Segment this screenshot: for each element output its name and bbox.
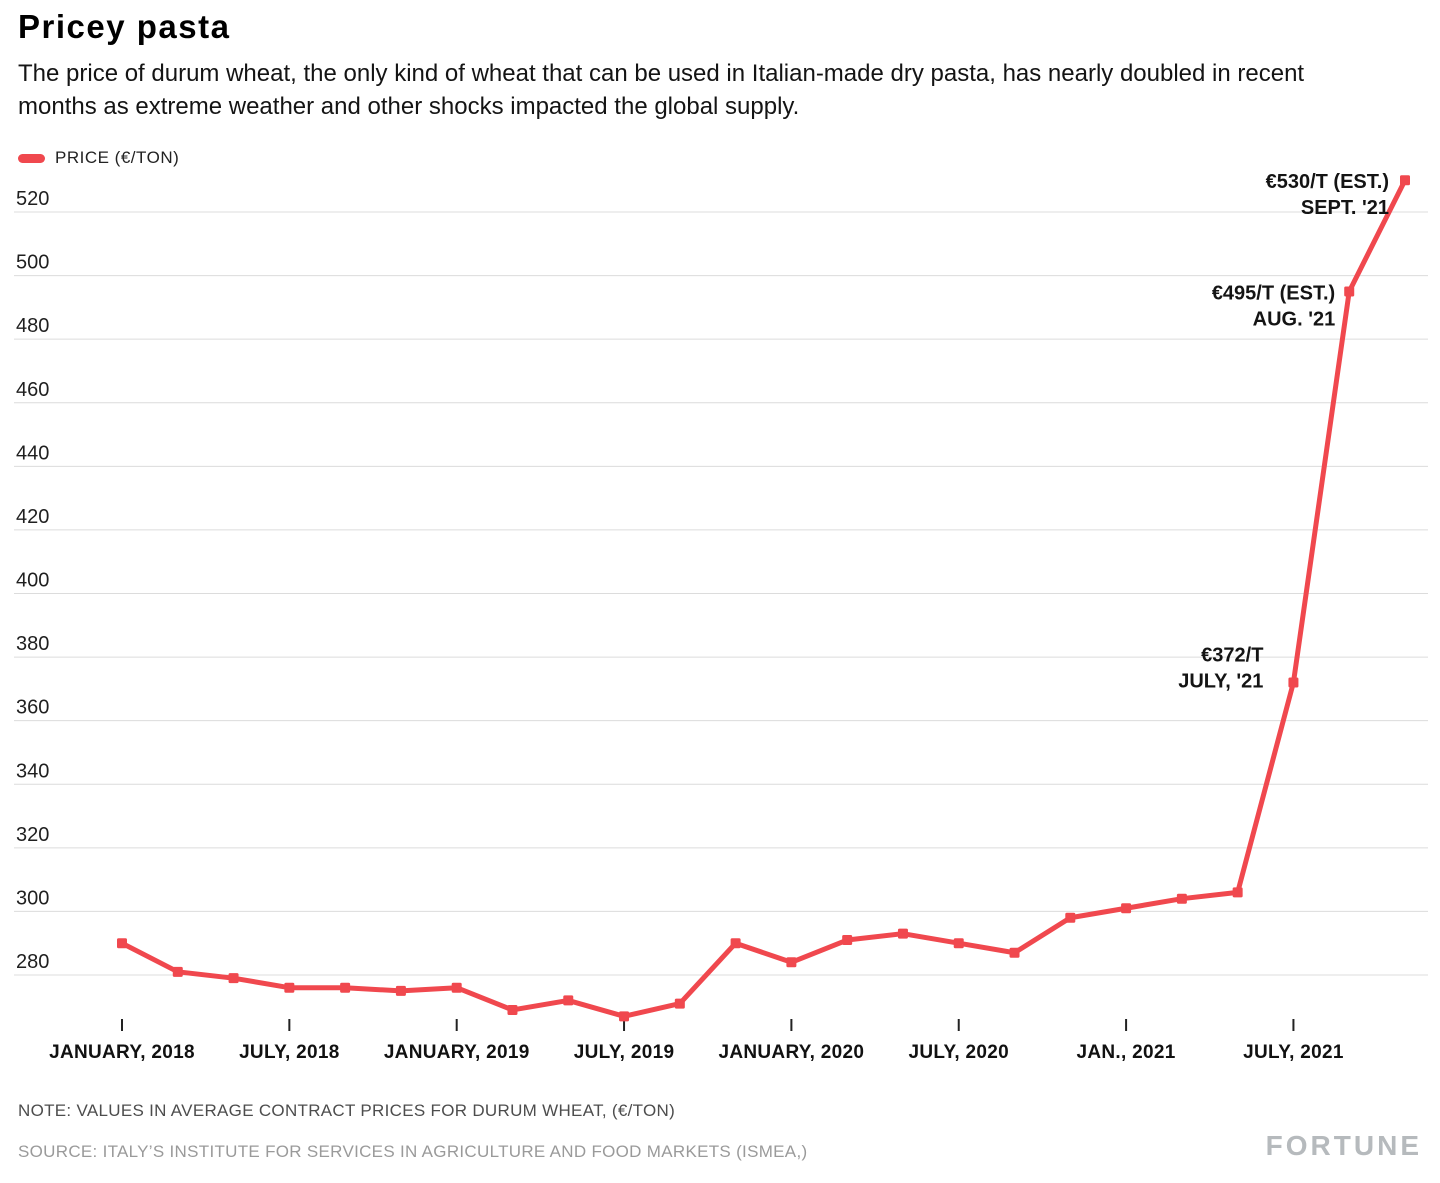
data-point-marker	[1065, 912, 1076, 923]
y-axis-label: 400	[16, 570, 49, 592]
y-axis-label: 520	[16, 188, 49, 210]
annotation-label: SEPT. '21	[1301, 197, 1389, 219]
data-point-marker	[1176, 893, 1187, 904]
x-axis-label: JULY, 2021	[1243, 1042, 1344, 1063]
y-axis-label: 480	[16, 315, 49, 337]
y-axis-label: 280	[16, 951, 49, 973]
data-point-marker	[228, 973, 239, 984]
y-axis-label: 360	[16, 697, 49, 719]
legend-label: PRICE (€/TON)	[55, 148, 180, 167]
x-axis-label: JULY, 2018	[239, 1042, 340, 1063]
data-point-marker	[1400, 175, 1410, 186]
annotation-label: €495/T (EST.)	[1212, 282, 1335, 304]
data-point-marker	[1121, 903, 1132, 914]
annotation-label: JULY, '21	[1178, 671, 1263, 693]
data-point-marker	[842, 935, 853, 946]
note-text: NOTE: VALUES IN AVERAGE CONTRACT PRICES …	[18, 1101, 676, 1120]
data-point-marker	[340, 982, 351, 993]
y-axis-label: 460	[16, 379, 49, 401]
data-point-marker	[674, 998, 685, 1009]
data-point-marker	[786, 957, 797, 968]
y-axis-label: 440	[16, 442, 49, 464]
x-axis-label: JULY, 2019	[574, 1042, 675, 1063]
data-point-marker	[1009, 947, 1020, 958]
x-axis-label: JAN., 2021	[1077, 1042, 1176, 1063]
y-axis-label: 380	[16, 633, 49, 655]
data-point-marker	[117, 938, 127, 949]
data-point-marker	[507, 1004, 518, 1015]
data-point-marker	[563, 995, 574, 1006]
data-point-marker	[953, 938, 964, 949]
y-axis-label: 340	[16, 760, 49, 782]
y-axis-label: 420	[16, 506, 49, 528]
data-point-marker	[1232, 887, 1243, 898]
y-axis-label: 500	[16, 252, 49, 274]
fortune-logo: FORTUNE	[1265, 1130, 1422, 1161]
x-axis-label: JANUARY, 2019	[384, 1042, 530, 1063]
data-point-marker	[451, 982, 462, 993]
x-axis-label: JANUARY, 2018	[49, 1042, 195, 1063]
x-axis-label: JANUARY, 2020	[719, 1042, 865, 1063]
data-point-marker	[172, 966, 183, 977]
annotation-label: AUG. '21	[1253, 308, 1336, 330]
data-point-marker	[730, 938, 741, 949]
data-point-marker	[619, 1011, 630, 1022]
annotation-label: €372/T	[1201, 645, 1263, 667]
y-axis-label: 320	[16, 824, 49, 846]
legend: PRICE (€/TON)	[18, 148, 179, 168]
data-point-marker	[1288, 677, 1299, 688]
data-point-marker	[395, 985, 406, 996]
price-line	[119, 177, 1408, 1019]
data-point-marker	[284, 982, 295, 993]
data-point-marker	[897, 928, 908, 939]
data-point-marker	[1344, 286, 1355, 297]
legend-swatch-icon	[18, 153, 45, 163]
source-text: SOURCE: ITALY’S INSTITUTE FOR SERVICES I…	[18, 1142, 808, 1161]
y-axis-label: 300	[16, 887, 49, 909]
chart-subtitle: The price of durum wheat, the only kind …	[18, 60, 1305, 120]
annotation-label: €530/T (EST.)	[1266, 171, 1389, 193]
chart-title: Pricey pasta	[18, 8, 231, 45]
x-axis-label: JULY, 2020	[908, 1042, 1009, 1063]
